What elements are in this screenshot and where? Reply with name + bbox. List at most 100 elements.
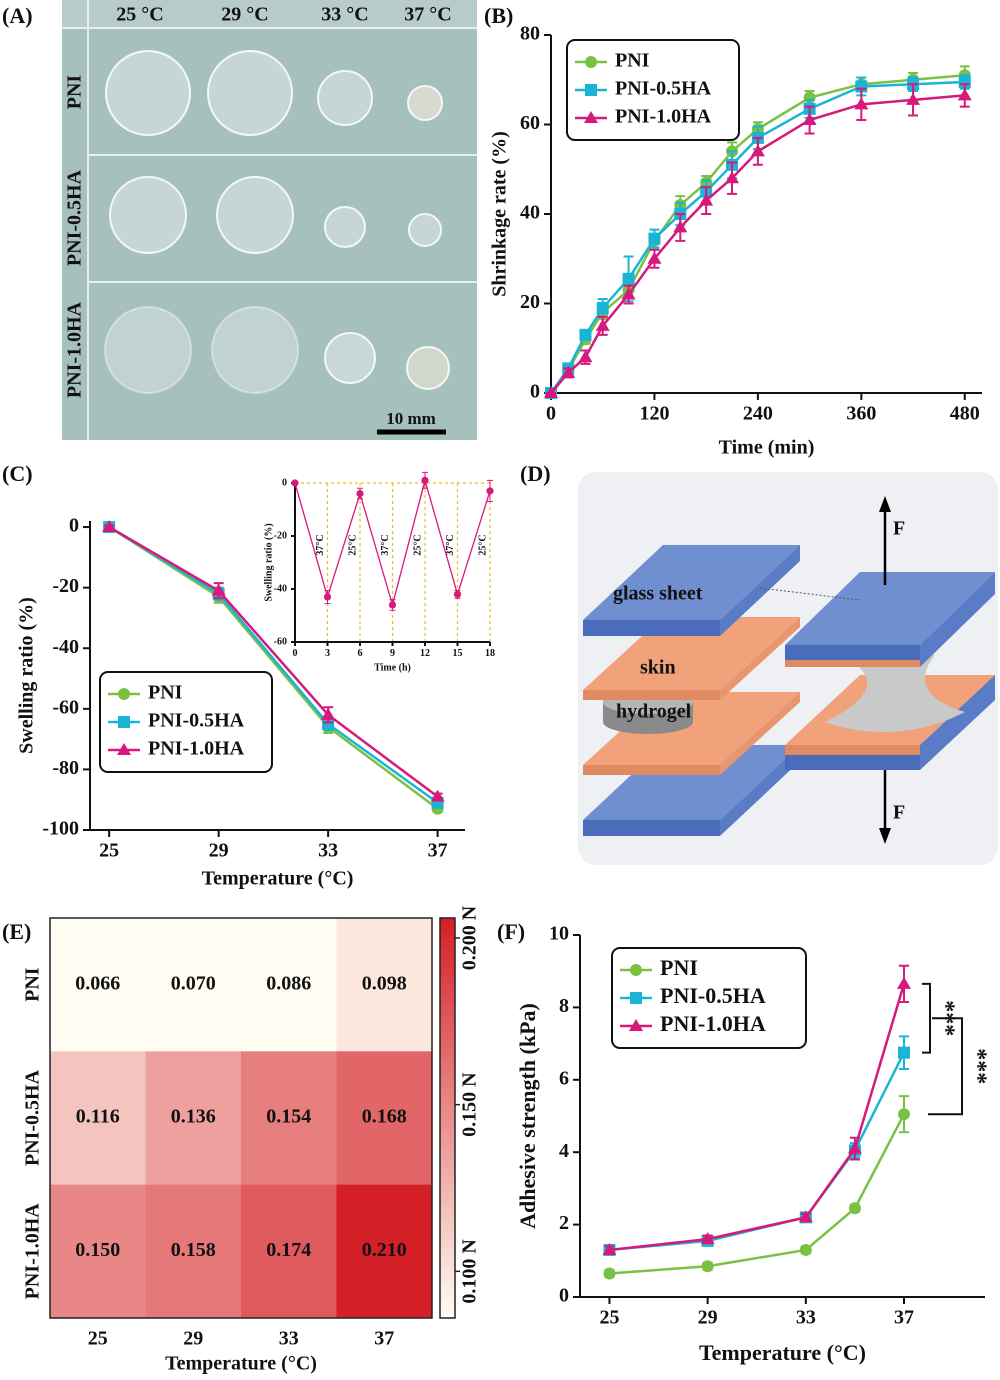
colorbar-label: 0.150 N	[459, 1072, 481, 1137]
arrow-head	[879, 496, 891, 512]
y-tick-label: 0	[559, 1285, 569, 1307]
x-tick-label: 0	[546, 403, 556, 425]
disc	[317, 70, 373, 126]
glass-plate-edge	[785, 645, 920, 660]
cell-label: 0.066	[75, 972, 120, 994]
legend-label: PNI-0.5HA	[148, 710, 245, 732]
marker	[648, 232, 661, 245]
glass-plate	[785, 572, 995, 645]
legend-label: PNI-0.5HA	[660, 983, 766, 1008]
x-tick-label: 25	[599, 1307, 619, 1329]
heatmap-cell	[241, 1051, 337, 1186]
scale-bar-label: 10 mm	[386, 409, 436, 428]
x-axis-label: Temperature (°C)	[202, 868, 354, 890]
marker	[388, 601, 397, 609]
glass-plate-edge	[583, 820, 720, 836]
x-tick-label: 37	[428, 840, 448, 862]
panel-label: (D)	[520, 461, 551, 486]
y-tick-label: -40	[274, 583, 287, 594]
heatmap-cell	[145, 1051, 242, 1186]
heatmap-cell	[145, 918, 242, 1052]
marker	[291, 479, 299, 487]
diagram-label: skin	[640, 657, 676, 679]
series-line	[550, 94, 965, 394]
panel-label: (C)	[2, 461, 33, 486]
marker	[629, 1019, 643, 1031]
panel-label: (B)	[484, 3, 513, 28]
marker	[847, 1141, 862, 1154]
diagram-label: hydrogel	[616, 701, 692, 723]
glass-plate-edge	[920, 675, 995, 770]
force-label: F	[893, 518, 905, 540]
y-tick-label: -20	[52, 575, 79, 597]
column-label: 33 °C	[321, 4, 368, 26]
x-tick-label: 29	[209, 840, 229, 862]
y-tick-label: 20	[520, 291, 540, 313]
disc	[406, 346, 450, 390]
annotation: 37°C	[445, 534, 456, 555]
annotation: 25°C	[412, 534, 423, 555]
y-tick-label: -60	[52, 696, 79, 718]
marker	[603, 1267, 616, 1280]
marker	[323, 593, 332, 601]
disc	[211, 306, 299, 394]
skin-layer-edge	[583, 765, 720, 775]
marker	[211, 583, 226, 596]
panel-label: (F)	[497, 919, 525, 944]
disc	[408, 213, 442, 247]
glass-plate-edge	[583, 620, 720, 636]
cell-label: 0.150	[75, 1239, 120, 1261]
leader-line	[759, 587, 861, 601]
marker	[321, 707, 336, 720]
heatmap-cell	[336, 1051, 433, 1186]
marker	[486, 487, 494, 495]
y-tick-label: 0	[282, 477, 287, 488]
marker	[596, 301, 609, 314]
colorbar	[439, 917, 456, 1319]
arrow-head	[879, 828, 891, 844]
cell-label: 0.086	[266, 972, 311, 994]
marker	[421, 476, 429, 484]
cell-label: 0.210	[362, 1239, 407, 1261]
skin-layer-edge	[720, 692, 800, 775]
x-tick-label: 37	[894, 1307, 914, 1329]
x-tick-label: 33	[279, 1328, 299, 1350]
x-axis-label: Temperature (°C)	[165, 1353, 317, 1375]
y-tick-label: 0	[69, 515, 79, 537]
y-tick-label: -60	[274, 636, 287, 647]
row-label: PNI-0.5HA	[64, 169, 86, 266]
glass-plate-edge	[720, 545, 800, 636]
series-line	[108, 525, 439, 804]
y-tick-label: -20	[274, 530, 287, 541]
skin-layer-edge	[785, 745, 920, 755]
marker	[578, 350, 593, 363]
disc	[109, 176, 187, 254]
skin-layer	[583, 692, 800, 765]
x-tick-label: 25	[88, 1328, 108, 1350]
x-tick-label: 33	[318, 840, 338, 862]
x-tick-label: 6	[358, 648, 363, 659]
x-tick-label: 120	[639, 403, 669, 425]
x-tick-label: 18	[485, 648, 495, 659]
y-tick-label: 8	[559, 995, 569, 1017]
cell-label: 0.098	[362, 972, 407, 994]
panel-label: (A)	[2, 3, 33, 28]
significance-bracket	[928, 1017, 963, 1116]
colorbar-label: 0.100 N	[459, 1239, 481, 1304]
marker	[595, 318, 610, 331]
photo-panel: 25 °C 29 °C 33 °C 37 °C PNI PNI-0.5HA PN…	[62, 0, 477, 440]
series-line	[108, 526, 439, 810]
annotation: 25°C	[347, 534, 358, 555]
column-label: 25 °C	[116, 4, 163, 26]
row-label: PNI	[22, 967, 44, 1002]
photo-header	[62, 0, 477, 28]
x-tick-label: 25	[99, 840, 119, 862]
cell-label: 0.136	[171, 1106, 216, 1128]
marker	[602, 1242, 617, 1255]
marker	[561, 365, 576, 378]
hydrogel-discs	[104, 50, 450, 394]
row-label: PNI-0.5HA	[22, 1069, 44, 1166]
glass-plate-edge	[920, 572, 995, 667]
column-label: 37 °C	[404, 4, 451, 26]
